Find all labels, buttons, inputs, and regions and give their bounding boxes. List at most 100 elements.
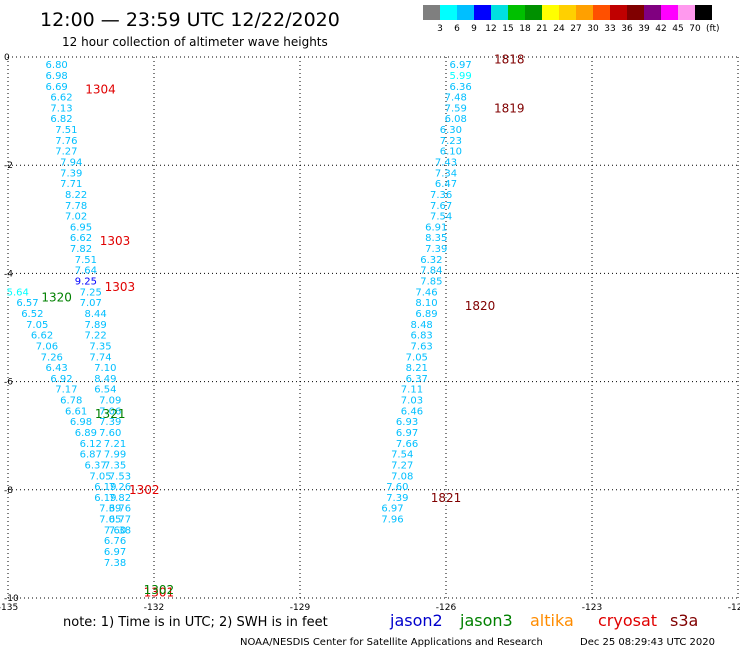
- wave-height-value: 6.95: [70, 222, 92, 233]
- wave-height-value: 7.43: [435, 157, 457, 168]
- colorbar-swatch: [457, 5, 474, 20]
- x-axis-ticks: -135 -132 -129 -126 -123 -120: [0, 603, 740, 613]
- colorbar-unit: (ft): [706, 24, 720, 34]
- wave-height-value: 7.39: [99, 504, 121, 515]
- wave-height-value: 6.19: [94, 482, 116, 493]
- colorbar-label: 21: [536, 24, 547, 34]
- wave-height-value: 7.60: [386, 482, 408, 493]
- wave-height-value: 7.05: [406, 352, 428, 363]
- x-tick-label: -135: [0, 603, 18, 613]
- y-tick-label: -6: [4, 378, 13, 388]
- wave-height-value: 6.47: [435, 179, 457, 190]
- wave-height-value: 7.06: [99, 406, 121, 417]
- wave-height-value: 6.97: [104, 547, 126, 558]
- wave-height-value: 7.48: [445, 93, 467, 104]
- wave-height-value: 7.82: [70, 244, 92, 255]
- x-tick-label: -132: [144, 603, 164, 613]
- wave-height-value: 6.76: [109, 504, 131, 515]
- wave-height-value: 6.92: [50, 374, 72, 385]
- wave-height-value: 7.03: [401, 396, 423, 407]
- colorbar-label: 39: [638, 24, 650, 34]
- y-tick-label: -2: [4, 161, 13, 171]
- colorbar-swatch: [440, 5, 457, 20]
- wave-height-value: 6.91: [425, 222, 447, 233]
- wave-height-value: 7.07: [80, 298, 102, 309]
- satellite-s3a: s3a: [670, 611, 698, 630]
- pass-time-label: 1303: [105, 280, 136, 294]
- wave-height-value: 7.25: [80, 287, 102, 298]
- wave-height-value: 7.21: [104, 439, 126, 450]
- wave-height-value: 6.46: [401, 406, 423, 417]
- wave-height-value: 7.13: [50, 103, 72, 114]
- colorbar-swatch: [542, 5, 559, 20]
- wave-height-labels: 6.806.986.696.627.136.827.517.767.277.94…: [7, 60, 472, 569]
- colorbar-swatch: [423, 5, 440, 20]
- wave-height-value: 7.51: [55, 125, 77, 136]
- colorbar-swatch: [627, 5, 644, 20]
- wave-height-value: 6.93: [396, 417, 418, 428]
- colorbar-label: 15: [502, 24, 513, 34]
- wave-height-value: 6.97: [396, 428, 418, 439]
- wave-height-value: 7.26: [41, 352, 63, 363]
- wave-height-value: 7.06: [36, 341, 58, 352]
- wave-height-value: 6.36: [449, 82, 471, 93]
- wave-height-value: 8.35: [425, 233, 447, 244]
- wave-height-value: 6.37: [84, 460, 106, 471]
- wave-height-value: 7.89: [84, 320, 106, 331]
- wave-height-value: 7.66: [396, 439, 418, 450]
- wave-height-value: 7.94: [60, 157, 82, 168]
- pass-time-label: 1821: [431, 491, 462, 505]
- wave-height-value: 7.60: [104, 525, 126, 536]
- satellite-cryosat: cryosat: [598, 611, 657, 630]
- pass-time-label: 1303: [100, 234, 131, 248]
- wave-height-value: 7.02: [65, 212, 87, 223]
- colorbar-label: 9: [471, 24, 477, 34]
- wave-height-value: 6.32: [420, 255, 442, 266]
- wave-height-value: 7.46: [415, 287, 437, 298]
- wave-height-value: 7.60: [99, 428, 121, 439]
- wave-height-value: 7.05: [89, 471, 111, 482]
- pass-time-label: 1301: [144, 586, 175, 600]
- wave-height-value: 8.44: [84, 309, 106, 320]
- x-tick-label: -126: [436, 603, 457, 613]
- wave-height-value: 6.80: [46, 60, 68, 71]
- wave-height-value: 7.78: [65, 201, 87, 212]
- wave-height-value: 7.96: [381, 515, 403, 526]
- wave-height-value: 6.62: [50, 93, 72, 104]
- wave-height-value: 6.62: [70, 233, 92, 244]
- colorbar-label: 18: [519, 24, 531, 34]
- wave-height-value: 7.17: [55, 385, 77, 396]
- y-tick-label: -4: [4, 269, 13, 279]
- wave-height-value: 7.08: [391, 471, 413, 482]
- wave-height-value: 7.36: [430, 190, 452, 201]
- wave-height-value: 8.21: [406, 363, 428, 374]
- wave-height-value: 6.12: [80, 439, 102, 450]
- wave-height-value: 7.35: [89, 341, 111, 352]
- wave-height-value: 6.97: [381, 504, 403, 515]
- wave-height-value: 7.39: [60, 168, 82, 179]
- wave-height-value: 6.77: [109, 515, 131, 526]
- wave-height-value: 6.97: [449, 60, 471, 71]
- colorbar-swatch: [559, 5, 576, 20]
- wave-height-value: 7.84: [420, 266, 442, 277]
- wave-height-value: 7.39: [99, 417, 121, 428]
- pass-time-label: 1819: [494, 101, 525, 115]
- wave-height-value: 6.61: [65, 406, 87, 417]
- colorbar-swatch: [525, 5, 542, 20]
- wave-height-value: 6.54: [94, 385, 116, 396]
- wave-height-value: 6.76: [104, 536, 126, 547]
- pass-time-label: 1302: [129, 483, 160, 497]
- pass-time-label: 1321: [95, 407, 126, 421]
- colorbar-swatch: [491, 5, 508, 20]
- colorbar-swatch: [661, 5, 678, 20]
- footer-note: note: 1) Time is in UTC; 2) SWH is in fe…: [63, 615, 328, 630]
- wave-height-value: 8.49: [94, 374, 116, 385]
- wave-height-value: 7.63: [411, 341, 433, 352]
- wave-height-value: 7.23: [440, 136, 462, 147]
- wave-height-value: 6.89: [415, 309, 437, 320]
- wave-height-value: 7.53: [109, 471, 131, 482]
- wave-height-value: 5.64: [7, 287, 29, 298]
- satellite-jason2: jason2: [389, 611, 443, 630]
- wave-height-value: 7.05: [99, 515, 121, 526]
- colorbar-swatch: [508, 5, 525, 20]
